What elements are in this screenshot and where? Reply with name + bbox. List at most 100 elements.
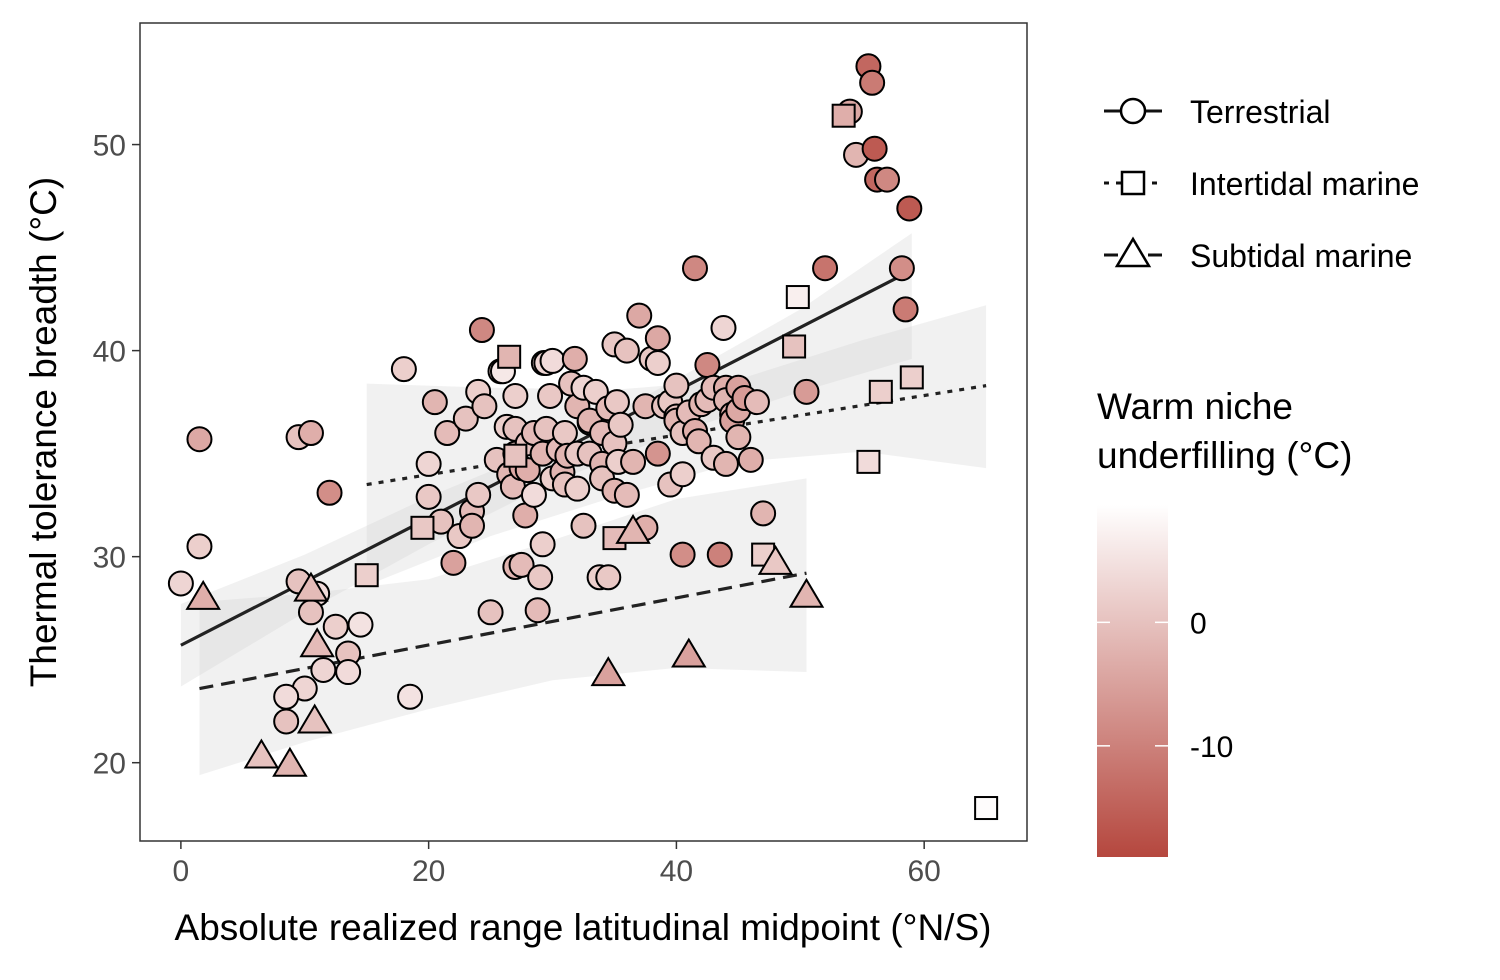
data-point-terrestrial (892, 296, 919, 323)
data-point-intertidal-marine (497, 344, 522, 369)
data-point-terrestrial (335, 659, 362, 686)
data-point-subtidal-marine (243, 738, 280, 769)
data-point-terrestrial (477, 599, 504, 626)
data-point-terrestrial (874, 166, 901, 193)
data-point-subtidal-marine (185, 579, 221, 610)
data-point-terrestrial (613, 481, 640, 508)
data-point-intertidal-marine (974, 796, 999, 821)
data-point-terrestrial (694, 352, 721, 379)
color-legend-tick-label: -10 (1190, 731, 1233, 764)
data-point-terrestrial (524, 597, 551, 624)
data-point-terrestrial (595, 564, 622, 591)
x-tick-label: 60 (907, 855, 940, 888)
data-point-terrestrial (421, 389, 448, 416)
shape-legend: Terrestrial Intertidal marine Subtidal mar… (1104, 94, 1419, 274)
data-point-terrestrial (537, 382, 564, 409)
data-point-subtidal-marine (293, 571, 329, 602)
data-point-terrestrial (434, 420, 461, 447)
data-point-terrestrial (620, 448, 647, 475)
data-point-subtidal-marine (299, 627, 335, 658)
data-point-terrestrial (603, 389, 630, 416)
data-point-terrestrial (644, 349, 671, 376)
x-tick-label: 0 (173, 855, 190, 888)
data-point-terrestrial (273, 708, 300, 735)
y-tick-label: 40 (93, 336, 126, 369)
data-point-terrestrial (529, 531, 556, 558)
data-point-terrestrial (564, 475, 591, 502)
data-point-terrestrial (527, 564, 554, 591)
data-point-terrestrial (520, 481, 547, 508)
legend-label-terrestrial: Terrestrial (1190, 94, 1330, 130)
data-point-terrestrial (167, 570, 194, 597)
y-tick-label: 20 (93, 748, 126, 781)
data-point-terrestrial (561, 345, 588, 372)
color-legend: Warm niche underfilling (°C) 0 -10 (1097, 386, 1352, 857)
legend-key-circle-icon (1119, 97, 1147, 125)
data-point-terrestrial (539, 347, 566, 374)
data-point-subtidal-marine (296, 703, 333, 734)
data-point-subtidal-marine (788, 577, 825, 608)
data-points (167, 53, 999, 821)
data-point-terrestrial (812, 255, 839, 282)
data-point-terrestrial (706, 541, 733, 568)
data-point-terrestrial (859, 69, 886, 96)
legend-label-intertidal-marine: Intertidal marine (1190, 166, 1419, 202)
data-point-terrestrial (613, 337, 640, 364)
data-point-intertidal-marine (354, 563, 379, 588)
legend-key-square-icon (1120, 170, 1146, 196)
data-point-terrestrial (459, 512, 486, 539)
data-point-terrestrial (397, 683, 424, 710)
data-point-terrestrial (273, 683, 300, 710)
data-point-subtidal-marine (671, 637, 707, 668)
data-point-terrestrial (737, 446, 764, 473)
data-point-terrestrial (663, 372, 690, 399)
data-point-subtidal-marine (272, 746, 308, 777)
data-point-subtidal-marine (615, 513, 651, 544)
data-point-terrestrial (297, 599, 324, 626)
data-point-terrestrial (322, 613, 349, 640)
legend-key-triangle-icon (1114, 236, 1152, 268)
x-axis: 0 20 40 60 (173, 841, 941, 888)
data-point-terrestrial (347, 611, 374, 638)
data-point-terrestrial (390, 356, 417, 383)
data-point-terrestrial (310, 656, 337, 683)
data-point-terrestrial (743, 389, 770, 416)
data-point-terrestrial (508, 551, 535, 578)
data-point-subtidal-marine (757, 544, 794, 575)
data-point-terrestrial (644, 440, 671, 467)
data-point-terrestrial (297, 420, 324, 447)
data-point-subtidal-marine (590, 656, 627, 687)
data-point-intertidal-marine (785, 285, 810, 310)
data-point-terrestrial (471, 393, 498, 420)
data-point-terrestrial (685, 428, 712, 455)
y-axis-title: Thermal tolerance breadth (°C) (23, 177, 64, 687)
data-point-terrestrial (452, 405, 479, 432)
data-point-terrestrial (186, 426, 213, 453)
confidence-band-subtidal-marine (199, 478, 807, 776)
data-point-terrestrial (415, 483, 442, 510)
data-point-terrestrial (669, 541, 696, 568)
data-point-terrestrial (644, 325, 671, 352)
x-tick-label: 20 (412, 855, 445, 888)
data-point-intertidal-marine (899, 365, 924, 390)
data-point-intertidal-marine (831, 103, 856, 128)
data-point-terrestrial (626, 302, 653, 329)
color-legend-title-line-2: underfilling (°C) (1097, 435, 1352, 476)
y-tick-label: 50 (93, 130, 126, 163)
y-axis: 20 30 40 50 (93, 130, 140, 781)
panel-border (139, 22, 1028, 842)
data-point-terrestrial (316, 479, 343, 506)
data-point-terrestrial (896, 195, 923, 222)
data-point-terrestrial (712, 450, 739, 477)
data-point-intertidal-marine (856, 449, 881, 474)
data-point-intertidal-marine (868, 379, 893, 404)
x-axis-title: Absolute realized range latitudinal midp… (175, 907, 992, 948)
data-point-terrestrial (468, 317, 495, 344)
fit-line-subtidal-marine (199, 571, 807, 691)
data-point-terrestrial (861, 135, 888, 162)
data-point-intertidal-marine (410, 515, 435, 540)
color-legend-bar (1097, 505, 1168, 857)
data-point-terrestrial (607, 411, 634, 438)
